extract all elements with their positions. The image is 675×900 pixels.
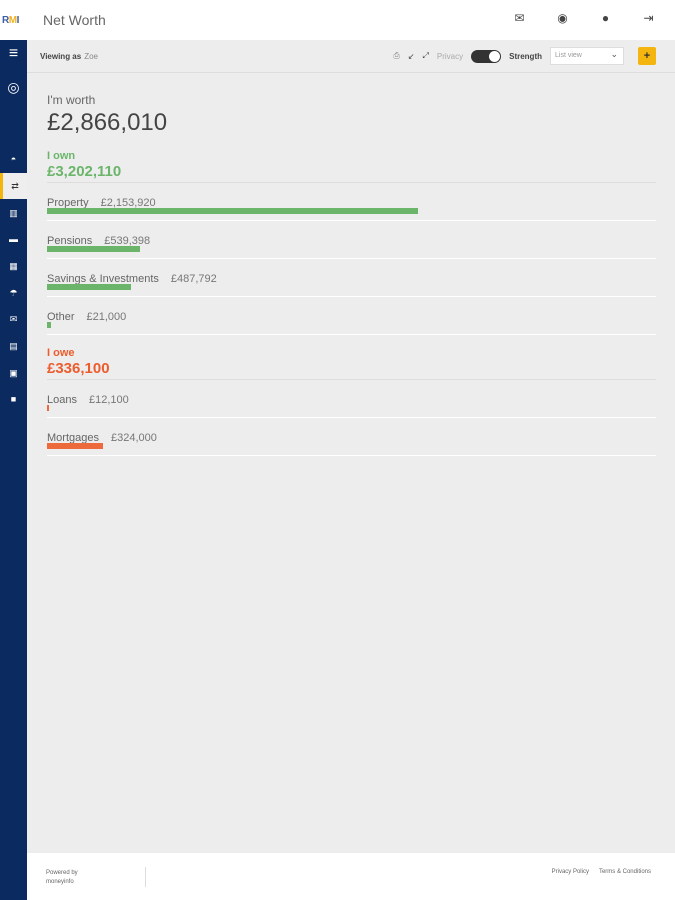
strength-label: Strength xyxy=(509,51,542,61)
worth-label: I'm worth xyxy=(47,93,96,107)
item-label: Mortgages xyxy=(47,432,99,444)
owe-total: £336,100 xyxy=(47,360,656,380)
item-bar xyxy=(47,322,51,328)
own-label: I own xyxy=(47,150,76,162)
logout-icon[interactable]: ⇥ xyxy=(643,11,654,25)
terms-link[interactable]: Terms & Conditions xyxy=(598,869,651,875)
envelope-icon[interactable]: ✉ xyxy=(514,11,525,25)
item-label: Savings & Investments xyxy=(47,273,159,285)
menu-icon[interactable]: ≡ xyxy=(8,45,19,62)
item-value: £21,000 xyxy=(86,311,127,323)
list-item[interactable]: Loans £12,100 xyxy=(47,380,656,418)
list-item[interactable]: Mortgages £324,000 xyxy=(47,418,656,456)
item-value: £487,792 xyxy=(170,273,217,285)
dashboard-icon[interactable]: ◓ xyxy=(10,154,17,164)
item-label: Pensions xyxy=(47,235,93,247)
profile-icon[interactable]: ◎ xyxy=(7,79,20,95)
collapse-icon[interactable]: ↙ xyxy=(407,51,415,61)
divider xyxy=(145,867,146,887)
top-bar: RMI Net Worth ✉ ◉ ● ⇥ xyxy=(0,0,675,40)
mail-icon[interactable]: ✉ xyxy=(9,314,18,324)
item-bar xyxy=(47,246,140,252)
print-icon[interactable]: ⎙ xyxy=(393,51,400,60)
item-bar xyxy=(47,405,50,411)
net-worth-panel: I'm worth £2,866,010 I own £3,202,110 Pr… xyxy=(47,93,656,456)
item-value: £2,153,920 xyxy=(100,197,156,209)
user-icon[interactable]: ◉ xyxy=(557,11,568,25)
item-label: Other xyxy=(47,311,75,323)
item-bar xyxy=(47,208,418,214)
chart-icon[interactable]: ▦ xyxy=(9,261,18,271)
owe-label: I owe xyxy=(47,347,75,359)
item-label: Loans xyxy=(47,394,77,406)
list-item[interactable]: Pensions £539,398 xyxy=(47,221,656,259)
worth-value: £2,866,010 xyxy=(47,109,168,136)
privacy-policy-link[interactable]: Privacy Policy xyxy=(551,869,589,875)
expand-icon[interactable]: ⤢ xyxy=(422,51,429,60)
own-total: £3,202,110 xyxy=(47,163,656,183)
item-label: Property xyxy=(47,197,89,209)
viewing-name: Zoe xyxy=(84,51,98,61)
item-value: £12,100 xyxy=(88,394,129,406)
privacy-toggle[interactable] xyxy=(471,49,502,63)
brand[interactable]: moneyinfo xyxy=(46,879,74,885)
list-item[interactable]: Property £2,153,920 xyxy=(47,183,656,221)
calendar-icon[interactable]: ▣ xyxy=(9,368,18,378)
page-title: Net Worth xyxy=(43,12,106,28)
item-value: £539,398 xyxy=(104,235,151,247)
bank-icon[interactable]: ▥ xyxy=(9,208,18,218)
help-icon[interactable]: ● xyxy=(601,11,610,25)
logo[interactable]: RMI xyxy=(2,14,19,26)
folder-icon[interactable]: ▬ xyxy=(9,234,18,244)
list-item[interactable]: Other £21,000 xyxy=(47,297,656,335)
item-value: £324,000 xyxy=(110,432,157,444)
toolbar: Viewing as Zoe ⎙ ↙ ⤢ Privacy Strength Lis… xyxy=(27,40,675,73)
add-button[interactable]: + xyxy=(638,47,656,65)
item-bar xyxy=(47,443,103,449)
list-item[interactable]: Savings & Investments £487,792 xyxy=(47,259,656,297)
privacy-label: Privacy xyxy=(436,51,464,61)
sidebar: ≡ ◎ ◓ ⇄ ▥ ▬ ▦ ☂ ✉ ▤ ▣ ■ xyxy=(0,40,27,900)
document-icon[interactable]: ▤ xyxy=(9,341,18,351)
umbrella-icon[interactable]: ☂ xyxy=(9,288,18,298)
item-bar xyxy=(47,284,132,290)
transfer-icon[interactable]: ⇄ xyxy=(0,173,27,199)
footer: Powered by moneyinfo Privacy Policy Terms… xyxy=(27,853,675,900)
view-select[interactable]: List view xyxy=(550,47,624,65)
viewing-as: Viewing as Zoe xyxy=(40,51,98,61)
powered-by: Powered by moneyinfo xyxy=(46,870,78,885)
briefcase-icon[interactable]: ■ xyxy=(10,394,17,404)
